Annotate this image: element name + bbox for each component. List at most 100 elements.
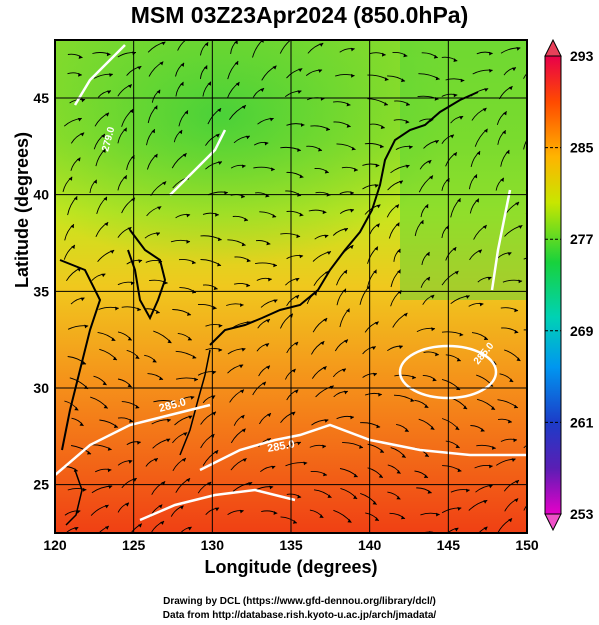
streamline-arrowhead [351,146,356,151]
streamline-arrowhead [322,210,327,215]
streamline-arrowhead [466,488,470,493]
streamline-arrowhead [375,223,380,228]
streamline-arrowhead [266,241,271,246]
streamline-arrowhead [269,117,274,122]
streamline-arrowhead [320,341,325,346]
colorbar: 293 285 277 269 261 253 [544,38,594,532]
streamline-arrowhead [273,263,277,268]
streamline-arrowhead [483,336,488,340]
streamline-arrowhead [433,54,438,59]
streamline-arrowhead [397,249,401,253]
streamline-arrowhead [297,441,301,446]
streamline-arrowhead [240,389,244,394]
streamline-arrowhead [403,53,408,58]
streamline-arrowhead [318,147,322,152]
colorbar-tick-label: 253 [570,506,594,522]
streamline-arrowhead [324,234,329,239]
colorbar-tick-label: 293 [570,48,594,64]
streamline-arrowhead [68,176,73,181]
isotherm-285-east [490,189,512,291]
streamline-arrowhead [512,67,516,72]
streamline-arrowhead [103,404,108,409]
streamline-arrowhead [299,212,304,217]
streamline-arrowhead [107,447,112,451]
streamline-arrowhead [533,65,537,69]
streamline-arrowhead [350,415,354,420]
coastlines [59,91,479,526]
streamline-arrowhead [217,237,222,242]
streamline-arrowhead [188,415,193,420]
streamline-arrowhead [179,505,184,510]
streamline-arrowhead [430,295,435,299]
streamline-arrowhead [483,526,488,531]
streamline-arrowhead [540,525,544,529]
streamline-arrowhead [192,355,197,359]
streamline-arrowhead [327,251,331,255]
streamline-arrowhead [246,258,251,263]
streamline-arrowhead [244,217,248,222]
streamline-arrowhead [478,249,482,254]
streamline-arrowhead [323,318,328,322]
streamline-arrowhead [74,406,79,411]
streamline-arrowhead [350,191,354,196]
streamline-arrowhead [533,157,537,161]
streamline-arrowhead [107,468,112,473]
streamline-arrowhead [403,313,408,317]
streamline-arrowhead [110,250,115,254]
streamline-arrowhead [514,498,519,503]
streamline-arrowhead [374,517,379,521]
streamline-arrowhead [87,451,91,455]
streamline-arrowhead [180,82,184,86]
streamline-arrowhead [350,208,354,213]
streamline-arrowhead [178,130,183,135]
streamline-arrowhead [207,81,211,86]
streamline-arrowhead [351,73,355,78]
streamline-arrowhead [111,337,116,341]
streamline-arrowhead [128,460,133,464]
streamline-arrowhead [431,327,435,332]
streamline-arrowhead [212,411,216,416]
isotherm-285-west [55,403,211,476]
colorbar-tick-label: 285 [570,140,594,156]
streamline-arrowhead [374,184,379,188]
streamline-arrowhead [106,52,111,57]
streamline-arrowhead [295,278,300,282]
streamline-arrowhead [245,135,250,140]
streamline-arrowhead [515,480,519,484]
streamline-arrowhead [346,102,351,107]
streamline [308,540,320,548]
streamline-arrowhead [434,140,439,144]
streamline-arrowhead [382,52,386,57]
streamline-arrowhead [398,345,403,349]
streamline-arrowhead [384,102,388,106]
streamline-arrowhead [427,490,432,494]
streamline-arrowhead [127,383,132,388]
streamline-arrowhead [266,319,270,323]
streamline-arrowhead [344,390,348,395]
x-tick-label: 135 [279,537,303,553]
streamline-arrowhead [412,375,416,380]
x-axis-label: Longitude (degrees) [204,557,378,577]
streamline-arrowhead [319,43,324,47]
streamline-arrowhead [319,514,324,518]
streamline-arrowhead [376,424,381,429]
streamline-arrowhead [187,312,191,316]
streamline-arrowhead [84,324,89,329]
streamline [529,350,547,360]
streamline-arrowhead [401,454,406,458]
streamline-arrowhead [157,206,162,210]
streamline-arrowhead [502,130,506,135]
cold-air-region-east [400,40,527,300]
streamline-arrowhead [515,202,520,206]
streamline-arrowhead [491,406,495,410]
streamline-arrowhead [104,505,109,509]
streamline-arrowhead [103,196,107,201]
streamline-arrowhead [518,279,523,284]
streamline-arrowhead [350,540,354,543]
streamline-arrowhead [241,194,245,199]
streamline-arrowhead [429,175,433,180]
streamline-arrowhead [239,364,244,369]
streamline-arrowhead [453,93,458,98]
streamline-arrowhead [453,152,457,157]
streamline-arrowhead [113,424,118,428]
